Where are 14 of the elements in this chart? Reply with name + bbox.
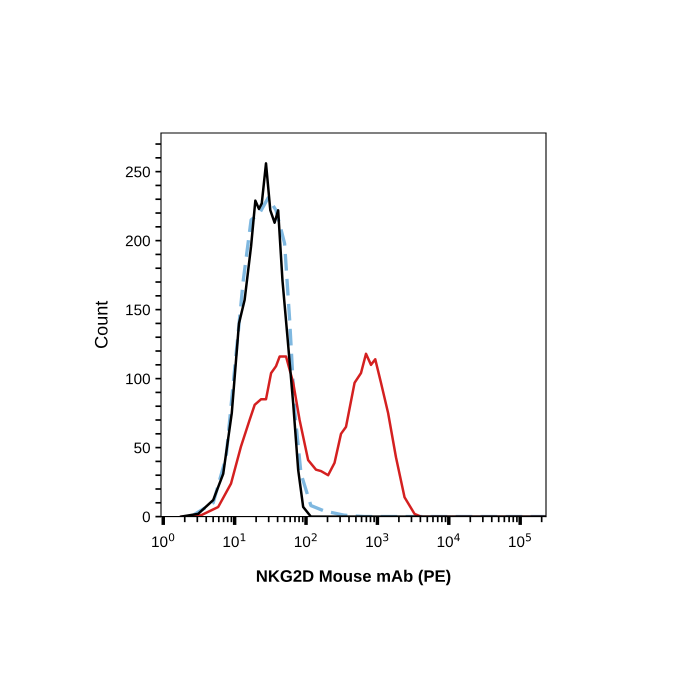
x-axis-title: NKG2D Mouse mAb (PE) [256,570,450,586]
x-tick-label: 10$^{4}$ [438,533,460,548]
y-tick-label: 0 [142,511,150,522]
y-axis-title: Count [94,300,108,348]
y-tick-label: 100 [126,373,150,384]
y-tick-label: 200 [126,235,150,246]
y-tick-label: 150 [126,304,150,316]
x-tick-label: 10$^{0}$ [152,533,174,548]
y-tick-label: 250 [126,166,150,178]
x-tick-label: 10$^{3}$ [366,533,388,548]
y-tick-label: 50 [134,442,150,454]
x-tick-label: 10$^{5}$ [509,533,531,548]
x-tick-label: 10$^{1}$ [224,533,246,548]
x-tick-label: 10$^{2}$ [294,533,317,548]
